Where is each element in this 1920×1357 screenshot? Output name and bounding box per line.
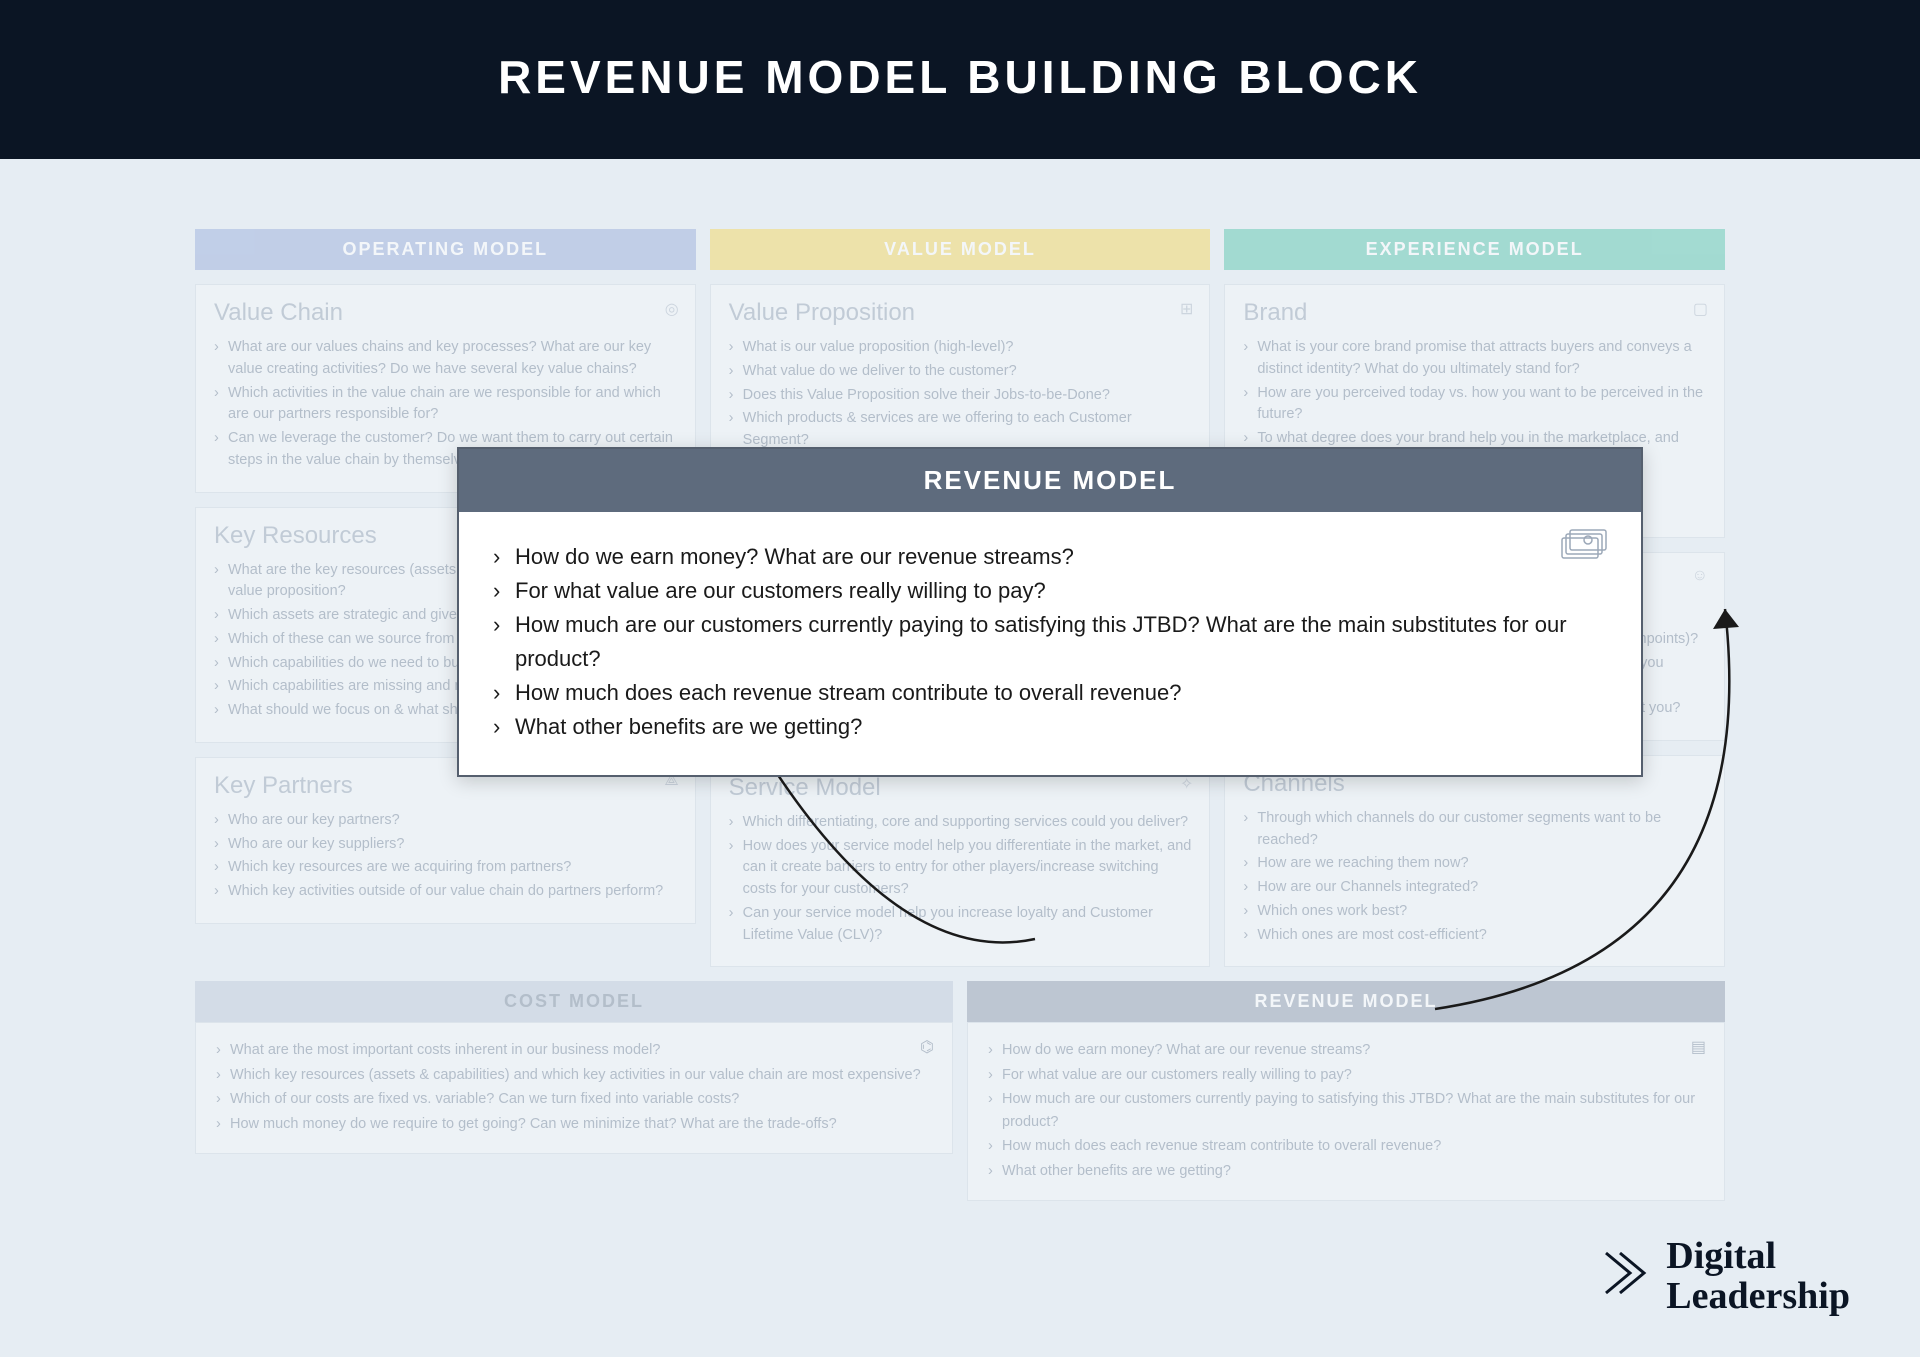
service-icon: ✧: [1180, 774, 1193, 794]
card-key-partners: Key Partners ⟁ Who are our key partners?…: [195, 757, 696, 924]
header-cost: COST MODEL: [195, 981, 953, 1022]
logo-mark-icon: [1600, 1245, 1650, 1309]
list-item: Which activities in the value chain are …: [214, 383, 677, 427]
list-item: How are you perceived today vs. how you …: [1243, 383, 1706, 427]
popup-item: For what value are our customers really …: [493, 574, 1607, 608]
card-title: Service Model: [729, 774, 1192, 802]
list-item: How much money do we require to get goin…: [216, 1113, 932, 1135]
popup-item: What other benefits are we getting?: [493, 710, 1607, 744]
card-service-model: Service Model ✧ Which differentiating, c…: [710, 759, 1211, 968]
popup-header: REVENUE MODEL: [459, 449, 1641, 512]
list-item: Which of our costs are fixed vs. variabl…: [216, 1088, 932, 1110]
list-item: Which ones are most cost-efficient?: [1243, 925, 1706, 947]
person-icon: ☺: [1692, 567, 1708, 585]
logo-text-line1: Digital: [1666, 1237, 1850, 1277]
list-item: What are the most important costs inhere…: [216, 1039, 932, 1061]
page-title: REVENUE MODEL BUILDING BLOCK: [0, 0, 1920, 159]
list-item: How are our Channels integrated?: [1243, 877, 1706, 899]
canvas: OPERATING MODEL Value Chain ◎ What are o…: [195, 229, 1725, 1201]
logo-text-line2: Leadership: [1666, 1277, 1850, 1317]
gift-icon: ⊞: [1180, 299, 1193, 319]
list-item: Does this Value Proposition solve their …: [729, 385, 1192, 407]
card-cost-model: ⌬ What are the most important costs inhe…: [195, 1022, 953, 1154]
list-item: How do we earn money? What are our reven…: [988, 1039, 1704, 1061]
list-item: How are we reaching them now?: [1243, 853, 1706, 875]
list-item: What is your core brand promise that att…: [1243, 337, 1706, 381]
card-title: Value Proposition: [729, 299, 1192, 327]
popup-item: How do we earn money? What are our reven…: [493, 540, 1607, 574]
header-operating: OPERATING MODEL: [195, 229, 696, 270]
list-item: Which key resources are we acquiring fro…: [214, 857, 677, 879]
list-item: How much does each revenue stream contri…: [988, 1135, 1704, 1157]
card-title: Brand: [1243, 299, 1706, 327]
list-item: Which key resources (assets & capabiliti…: [216, 1064, 932, 1086]
list-item: What are our values chains and key proce…: [214, 337, 677, 381]
list-item: What is our value proposition (high-leve…: [729, 337, 1192, 359]
list-item: What other benefits are we getting?: [988, 1160, 1704, 1182]
list-item: Who are our key suppliers?: [214, 834, 677, 856]
card-revenue-model: ▤ How do we earn money? What are our rev…: [967, 1022, 1725, 1201]
header-revenue: REVENUE MODEL: [967, 981, 1725, 1022]
popup-item: How much are our customers currently pay…: [493, 608, 1607, 676]
list-item: Through which channels do our customer s…: [1243, 808, 1706, 852]
list-item: What value do we deliver to the customer…: [729, 361, 1192, 383]
brand-logo: Digital Leadership: [1600, 1237, 1850, 1317]
list-item: Who are our key partners?: [214, 810, 677, 832]
card-title: Value Chain: [214, 299, 677, 327]
list-item: How much are our customers currently pay…: [988, 1088, 1704, 1133]
column-cost: COST MODEL ⌬ What are the most important…: [195, 981, 953, 1201]
list-item: Which products & services are we offerin…: [729, 408, 1192, 452]
bookmark-icon: ▢: [1693, 299, 1708, 319]
header-value: VALUE MODEL: [710, 229, 1211, 270]
list-item: Can your service model help you increase…: [729, 903, 1192, 947]
popup-item: How much does each revenue stream contri…: [493, 676, 1607, 710]
list-item: Which differentiating, core and supporti…: [729, 812, 1192, 834]
list-item: How does your service model help you dif…: [729, 836, 1192, 901]
card-channels: Channels Through which channels do our c…: [1224, 755, 1725, 968]
header-experience: EXPERIENCE MODEL: [1224, 229, 1725, 270]
list-item: For what value are our customers really …: [988, 1064, 1704, 1086]
list-item: Which ones work best?: [1243, 901, 1706, 923]
revenue-model-popup: REVENUE MODEL How do we earn money? What…: [457, 447, 1643, 777]
list-item: Which key activities outside of our valu…: [214, 881, 677, 903]
column-revenue: REVENUE MODEL ▤ How do we earn money? Wh…: [967, 981, 1725, 1201]
target-icon: ◎: [665, 299, 679, 319]
